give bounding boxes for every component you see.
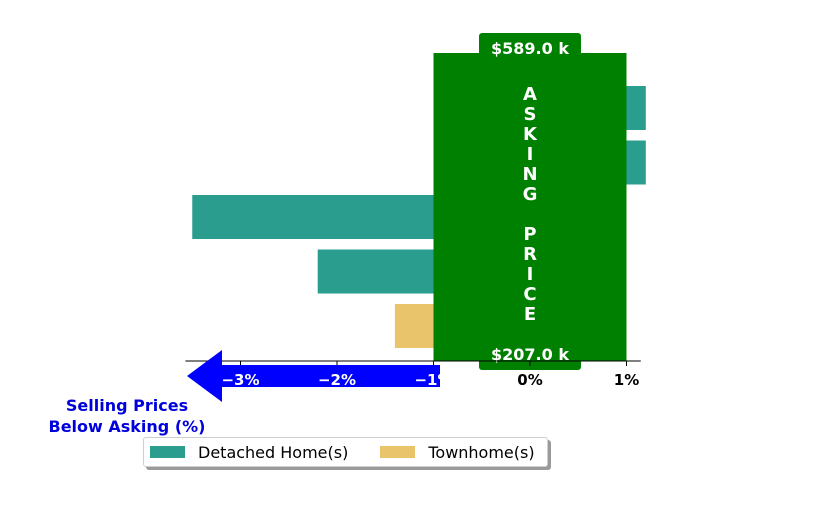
legend-swatch-detached (150, 446, 185, 458)
asking-letter: S (524, 104, 537, 125)
below-asking-label-line: Selling Prices (66, 396, 188, 415)
left-arrow-icon (187, 350, 440, 402)
x-tick-label: 0% (517, 371, 542, 389)
top-price-tab (479, 33, 581, 61)
top-price-label: $589.0 k (491, 39, 569, 58)
asking-letter: A (523, 84, 537, 105)
asking-letter: I (527, 144, 534, 165)
asking-letter: I (527, 264, 534, 285)
legend-swatch-townhome (380, 446, 416, 458)
x-tick-label: 1% (614, 371, 639, 389)
asking-letter: G (523, 184, 538, 205)
bottom-price-label: $207.0 k (491, 345, 569, 364)
asking-letter: C (523, 284, 536, 305)
x-tick-label: −3% (221, 371, 259, 389)
x-tick-label: −1% (414, 371, 452, 389)
asking-letter: R (523, 244, 537, 265)
legend: Detached Home(s) Townhome(s) (143, 437, 548, 467)
asking-price-rect (433, 53, 627, 361)
below-asking-label-line: Below Asking (%) (49, 417, 206, 436)
below-asking-arrow (187, 350, 440, 402)
legend-item-townhome: Townhome(s) (380, 442, 535, 462)
below-asking-label: Selling Prices Below Asking (%) (49, 396, 206, 436)
legend-label-detached: Detached Home(s) (198, 442, 349, 462)
bottom-price-tab (479, 340, 581, 370)
asking-letter: P (523, 224, 536, 245)
asking-letter: K (523, 124, 538, 145)
x-tick-labels: −3% −2% −1% 0% 1% (221, 371, 639, 389)
asking-letter: E (524, 304, 536, 325)
legend-label-townhome: Townhome(s) (428, 442, 535, 462)
asking-letter: N (522, 164, 537, 185)
legend-item-detached: Detached Home(s) (150, 443, 348, 462)
x-tick-label: −2% (318, 371, 356, 389)
